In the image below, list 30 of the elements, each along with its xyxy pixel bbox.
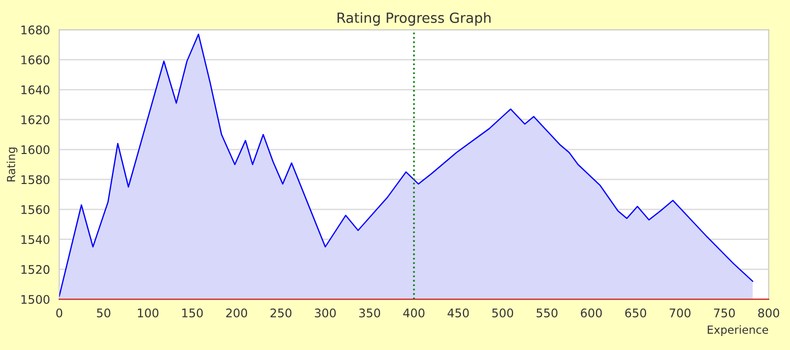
x-tick-label: 200 bbox=[226, 308, 248, 318]
y-tick-label: 1500 bbox=[21, 294, 50, 304]
x-tick-label: 450 bbox=[448, 308, 469, 318]
y-axis-title: Rating bbox=[6, 148, 18, 182]
x-tick-label: 0 bbox=[56, 308, 62, 318]
x-tick-label: 800 bbox=[758, 308, 780, 318]
x-tick-label: 250 bbox=[270, 308, 292, 318]
x-tick-label: 400 bbox=[403, 308, 424, 318]
x-tick-label: 150 bbox=[182, 308, 203, 318]
y-tick-label: 1560 bbox=[21, 205, 50, 214]
x-tick-label: 700 bbox=[670, 308, 690, 318]
x-tick-label: 350 bbox=[359, 308, 380, 318]
x-tick-label: 750 bbox=[714, 308, 735, 318]
y-tick-label: 1540 bbox=[21, 235, 50, 244]
y-tick-label: 1620 bbox=[21, 115, 50, 124]
x-tick-label: 550 bbox=[536, 308, 558, 318]
x-tick-label: 650 bbox=[625, 308, 646, 318]
x-axis-title: Experience bbox=[708, 325, 768, 336]
y-tick-label: 1640 bbox=[21, 85, 50, 94]
x-tick-label: 50 bbox=[96, 308, 110, 318]
x-tick-label: 500 bbox=[492, 308, 514, 318]
y-tick-label: 1660 bbox=[21, 55, 50, 64]
y-tick-label: 1680 bbox=[21, 25, 50, 34]
chart-title: Rating Progress Graph bbox=[338, 12, 491, 26]
x-tick-label: 300 bbox=[314, 308, 336, 318]
x-tick-label: 600 bbox=[580, 308, 602, 318]
x-tick-label: 100 bbox=[138, 308, 158, 318]
y-tick-label: 1580 bbox=[21, 175, 50, 184]
y-tick-label: 1520 bbox=[21, 265, 50, 274]
y-tick-label: 1600 bbox=[21, 145, 50, 154]
